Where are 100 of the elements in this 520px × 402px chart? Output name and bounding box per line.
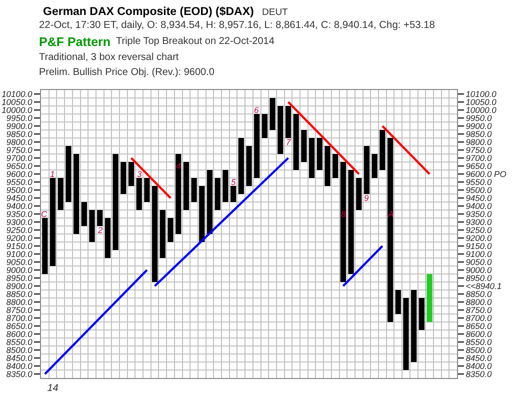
annotation: 1: [50, 169, 55, 179]
y2-tick-label: 9350.0: [466, 208, 492, 219]
bar: [301, 130, 307, 162]
y2-tick-label: 9900.0: [466, 120, 492, 131]
y2-tick-label: 8850.0: [466, 288, 492, 299]
bar: [308, 138, 315, 178]
text: DEUT: [262, 7, 288, 18]
annotation: 7: [286, 137, 291, 147]
y-tick-label: 9100.0: [6, 248, 33, 259]
bar: [58, 178, 64, 210]
bar: [270, 98, 276, 130]
bar: [42, 218, 48, 274]
annotation: 8: [341, 209, 346, 219]
y2-tick-label: 9050.0: [466, 256, 492, 267]
y2-tick-label: 9400.0: [466, 200, 492, 211]
y-tick-label: 8600.0: [6, 328, 33, 339]
y-tick-label: 9250.0: [6, 224, 33, 235]
y-tick-label: 8450.0: [6, 352, 33, 363]
bar: [144, 178, 150, 202]
annotation: 3: [137, 169, 142, 179]
annotation: 9: [364, 193, 369, 203]
y2-tick-label: 9450.0: [466, 192, 492, 203]
y2-tick-label: 9500.0: [466, 184, 492, 195]
bar: [120, 162, 126, 194]
y-tick-label: 10000.0: [2, 104, 33, 115]
y-tick-label: 8400.0: [6, 360, 33, 371]
y-tick-label: 8650.0: [6, 320, 33, 331]
y-tick-label: 9550.0: [6, 176, 33, 187]
y2-tick-label: 9650.0: [466, 160, 492, 171]
y-tick-label: 9200.0: [6, 232, 33, 243]
y2-tick-label: 10100.0: [466, 88, 497, 99]
bar: [168, 218, 174, 242]
annotation: 6: [254, 105, 259, 115]
y-tick-label: 8550.0: [6, 336, 33, 347]
bar: [214, 178, 220, 210]
bar: [340, 162, 346, 282]
text: 22-Oct, 17:30 ET, daily, O: 8,934.54, H: 8,957.16, L: 8,861.44, C: 8,940.14, Chg: +53.18: [39, 20, 436, 31]
y-tick-label: 9700.0: [6, 152, 33, 163]
bar: [285, 106, 292, 138]
bar: [293, 114, 299, 170]
y2-tick-label: 9200.0: [466, 232, 492, 243]
y-tick-label: 9950.0: [6, 112, 33, 123]
y2-tick-label: 10000.0: [466, 104, 497, 115]
y-tick-label: 8750.0: [6, 304, 33, 315]
text: Triple Top Breakout on 22-Oct-2014: [116, 36, 275, 47]
x-tick-label: 14: [47, 383, 59, 394]
y2-tick-label: 8750.0: [466, 304, 492, 315]
y2-tick-label: 8450.0: [466, 352, 492, 363]
bar: [348, 170, 354, 274]
y2-tick-label: 9100.0: [466, 248, 492, 259]
y2-tick-label: 9250.0: [466, 224, 492, 235]
y2-tick-label: 8600.0: [466, 328, 492, 339]
bar: [191, 178, 197, 202]
bar: [152, 186, 158, 282]
bar: [81, 202, 87, 226]
y2-tick-label: 9700.0: [466, 152, 492, 163]
bar: [112, 154, 118, 250]
y-tick-label: 8350.0: [6, 368, 33, 379]
y-tick-label: 8700.0: [6, 312, 33, 323]
bar: [316, 138, 322, 170]
text: Traditional, 3 box reversal chart: [39, 52, 179, 63]
y2-tick-label: 8400.0: [466, 360, 492, 371]
y2-tick-label: 9300.0: [466, 216, 492, 227]
y2-tick-label: 8650.0: [466, 320, 492, 331]
y-tick-label: 8950.0: [6, 272, 33, 283]
y-tick-label: 8850.0: [6, 288, 33, 299]
y-tick-label: 9450.0: [6, 192, 33, 203]
bar: [230, 186, 236, 202]
bar: [222, 170, 228, 202]
y-tick-label: 8900.0: [6, 280, 33, 291]
bar: [332, 154, 338, 178]
bar: [206, 170, 213, 234]
y-tick-label: 9000.0: [6, 264, 33, 275]
bar: [324, 146, 330, 186]
bar: [395, 290, 401, 314]
y2-tick-label: 9000.0: [466, 264, 492, 275]
y2-tick-label: 9600.0 PO: [466, 168, 507, 179]
bar: [278, 106, 284, 154]
text: Prelim. Bullish Price Obj. (Rev.): 9600.0: [39, 67, 215, 78]
y-tick-label: 9800.0: [6, 136, 33, 147]
y-tick-label: 8800.0: [6, 296, 33, 307]
y-tick-label: 9400.0: [6, 200, 33, 211]
y-tick-label: 9300.0: [6, 216, 33, 227]
y2-tick-label: 9150.0: [466, 240, 492, 251]
bar: [254, 114, 260, 178]
bar: [136, 178, 142, 210]
bar: [372, 154, 378, 178]
bar: [50, 178, 56, 266]
bar: [160, 210, 166, 258]
chart-title: German DAX Composite (EOD) ($DAX): [43, 6, 254, 18]
y2-tick-label: 9800.0: [466, 136, 492, 147]
bar: [199, 186, 205, 242]
annotation: 4: [176, 161, 181, 171]
bar: [246, 146, 252, 186]
bar: [262, 114, 268, 138]
y-tick-label: 9750.0: [6, 144, 33, 155]
y-tick-label: 9900.0: [6, 120, 33, 131]
y2-tick-label: 9550.0: [466, 176, 492, 187]
y-tick-label: 9650.0: [6, 160, 33, 171]
y2-tick-label: 9750.0: [466, 144, 492, 155]
